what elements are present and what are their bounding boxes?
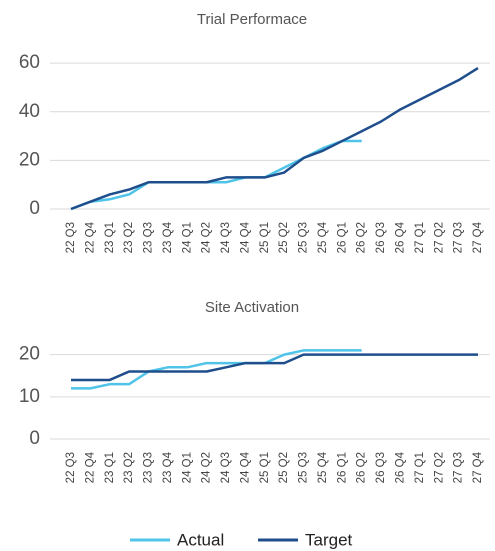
x-tick-label: 25 Q1 <box>259 222 271 253</box>
x-tick-label: 22 Q4 <box>84 451 96 483</box>
x-tick-label: 26 Q4 <box>395 451 407 483</box>
y-tick-label: 20 <box>19 344 40 365</box>
chart-title: Trial Performace <box>197 11 307 28</box>
line-series <box>70 139 362 211</box>
x-tick-label: 23 Q2 <box>123 222 135 253</box>
x-tick-label: 23 Q1 <box>104 222 116 253</box>
x-tick-label: 25 Q4 <box>317 221 329 253</box>
x-tick-label: 27 Q1 <box>414 452 426 483</box>
x-tick-label: 26 Q3 <box>375 222 387 253</box>
x-tick-label: 24 Q2 <box>201 452 213 483</box>
x-tick-label: 22 Q4 <box>84 221 96 253</box>
line-series <box>71 353 478 382</box>
x-tick-label: 25 Q1 <box>259 452 271 483</box>
x-tick-label: 27 Q3 <box>453 452 465 483</box>
x-tick-label: 24 Q4 <box>239 451 251 483</box>
x-tick-label: 25 Q2 <box>278 222 290 253</box>
x-tick-label: 26 Q2 <box>356 452 368 483</box>
line-series <box>70 66 479 211</box>
y-tick-label: 0 <box>29 428 40 449</box>
x-tick-label: 24 Q3 <box>220 452 232 483</box>
y-tick-label: 10 <box>19 386 40 407</box>
y-tick-label: 0 <box>29 198 40 219</box>
x-tick-label: 25 Q2 <box>278 452 290 483</box>
x-tick-label: 25 Q4 <box>317 451 329 483</box>
x-tick-label: 26 Q4 <box>395 221 407 253</box>
x-tick-label: 22 Q3 <box>65 222 77 253</box>
x-tick-label: 23 Q1 <box>104 452 116 483</box>
x-tick-label: 25 Q3 <box>298 222 310 253</box>
x-tick-label: 24 Q2 <box>201 222 213 253</box>
x-tick-label: 26 Q2 <box>356 222 368 253</box>
x-tick-label: 26 Q1 <box>336 222 348 253</box>
x-tick-label: 24 Q4 <box>239 221 251 253</box>
x-tick-label: 23 Q4 <box>162 221 174 253</box>
legend-label: Target <box>305 530 353 549</box>
x-tick-label: 27 Q1 <box>414 222 426 253</box>
y-tick-label: 60 <box>19 52 40 73</box>
y-tick-label: 20 <box>19 149 40 170</box>
line-series <box>71 349 362 390</box>
y-tick-label: 40 <box>19 101 40 122</box>
x-tick-label: 27 Q3 <box>453 222 465 253</box>
x-tick-label: 27 Q4 <box>472 221 484 253</box>
x-tick-label: 23 Q4 <box>162 451 174 483</box>
x-tick-label: 22 Q3 <box>65 452 77 483</box>
x-tick-label: 26 Q1 <box>336 452 348 483</box>
x-tick-label: 23 Q2 <box>123 452 135 483</box>
x-tick-label: 27 Q2 <box>433 452 445 483</box>
legend-label: Actual <box>177 530 224 549</box>
x-tick-label: 24 Q1 <box>181 452 193 483</box>
x-tick-label: 27 Q4 <box>472 451 484 483</box>
x-tick-label: 25 Q3 <box>298 452 310 483</box>
x-tick-label: 27 Q2 <box>433 222 445 253</box>
x-tick-label: 26 Q3 <box>375 452 387 483</box>
x-tick-label: 23 Q3 <box>143 222 155 253</box>
x-tick-label: 24 Q3 <box>220 222 232 253</box>
x-tick-label: 24 Q1 <box>181 222 193 253</box>
chart-title: Site Activation <box>205 299 299 316</box>
x-tick-label: 23 Q3 <box>143 452 155 483</box>
